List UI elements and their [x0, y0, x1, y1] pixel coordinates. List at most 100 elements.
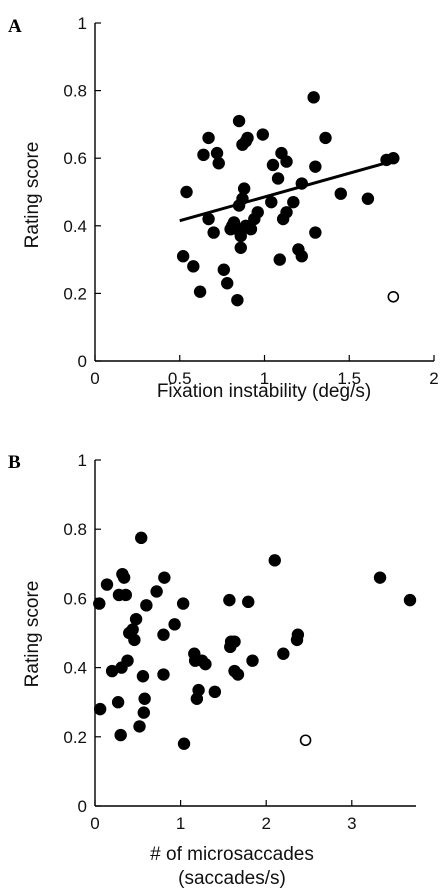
- outlier-point-a: [387, 290, 400, 303]
- data-point-a: [307, 91, 320, 104]
- data-point-a: [234, 229, 247, 243]
- x-tick-label-a: 0: [90, 369, 99, 388]
- data-point-b: [136, 670, 150, 683]
- data-point-a: [237, 182, 251, 195]
- data-point-a: [210, 146, 224, 160]
- data-point-b: [117, 571, 131, 584]
- data-point-a: [236, 192, 249, 205]
- y-axis-label-b: Rating score: [22, 581, 43, 688]
- data-point-b: [111, 696, 125, 709]
- y-tick-label-a: 0.4: [63, 217, 87, 236]
- x-axis-label-b-line1: # of microsaccades: [150, 844, 314, 865]
- data-point-b: [126, 623, 139, 636]
- data-point-b: [277, 647, 290, 660]
- y-tick-label-a: 0: [78, 352, 87, 371]
- panel-label-a: A: [8, 16, 22, 37]
- data-point-b: [158, 571, 171, 584]
- data-point-a: [295, 177, 308, 190]
- data-point-b: [168, 618, 181, 631]
- data-point-b: [223, 593, 236, 607]
- data-point-a: [244, 222, 258, 236]
- data-point-a: [207, 226, 220, 239]
- x-tick-label-b: 2: [261, 814, 270, 833]
- outlier-point-b: [299, 734, 312, 747]
- data-point-a: [309, 226, 322, 239]
- data-point-a: [187, 260, 200, 273]
- data-point-b: [291, 628, 305, 641]
- data-point-b: [177, 737, 191, 750]
- data-point-a: [202, 131, 215, 145]
- plot-area-a: 0 0.2 0.4 0.6 0.8 1 0 0.5 1 1.5 2: [63, 14, 438, 388]
- data-point-a: [280, 206, 293, 219]
- data-point-a: [212, 157, 225, 170]
- data-point-a: [266, 158, 280, 172]
- data-point-a: [273, 253, 286, 266]
- chart-panel-b: B Rating score # of microsaccades (sacca…: [8, 451, 417, 889]
- data-point-b: [208, 685, 222, 699]
- y-tick-label-b: 0.2: [63, 728, 87, 747]
- data-point-a: [256, 128, 270, 141]
- x-tick-label-a: 2: [429, 369, 438, 388]
- data-point-b: [140, 599, 153, 612]
- data-point-a: [221, 277, 234, 290]
- data-point-b: [129, 612, 143, 626]
- data-point-b: [128, 633, 141, 647]
- x-tick-label-a: 0.5: [168, 369, 192, 388]
- x-tick-label-b: 1: [176, 814, 185, 833]
- data-point-a: [217, 263, 231, 276]
- data-point-b: [268, 554, 281, 567]
- data-point-b: [150, 585, 163, 598]
- y-tick-label-a: 0.6: [63, 149, 87, 168]
- data-point-b: [93, 597, 106, 610]
- data-point-a: [193, 285, 207, 298]
- data-point-b: [242, 595, 255, 609]
- data-point-b: [231, 668, 245, 681]
- data-point-a: [234, 241, 247, 254]
- data-point-a: [202, 212, 215, 226]
- y-tick-label-b: 0.4: [63, 659, 87, 678]
- data-point-a: [295, 250, 308, 263]
- x-tick-label-a: 1.5: [337, 369, 361, 388]
- y-tick-label-b: 0.6: [63, 589, 87, 608]
- y-tick-label-b: 0.8: [63, 520, 87, 539]
- data-point-a: [319, 131, 332, 145]
- data-point-b: [246, 654, 259, 667]
- data-point-a: [241, 131, 254, 145]
- x-tick-label-a: 1: [260, 369, 269, 388]
- plot-area-b: 0 0.2 0.4 0.6 0.8 1 0 1 2 3: [63, 451, 417, 833]
- data-point-b: [105, 664, 119, 678]
- data-point-a: [309, 160, 322, 173]
- data-point-a: [197, 148, 210, 162]
- data-point-a: [176, 250, 190, 263]
- data-point-b: [100, 578, 114, 591]
- y-tick-label-a: 0.8: [63, 82, 87, 101]
- data-point-a: [361, 192, 375, 205]
- data-point-b: [157, 668, 170, 681]
- regression-line-a: [179, 158, 398, 223]
- data-point-b: [121, 654, 134, 667]
- x-axis-label-a: Fixation instability (deg/s): [157, 381, 371, 402]
- data-point-b: [157, 628, 170, 641]
- data-point-b: [93, 702, 107, 716]
- data-point-b: [133, 720, 146, 733]
- data-point-a: [231, 293, 244, 307]
- panel-label-b: B: [8, 452, 21, 473]
- data-point-b: [373, 571, 387, 584]
- y-tick-label-a: 1: [78, 14, 87, 33]
- data-point-b: [228, 635, 241, 648]
- data-point-a: [271, 172, 285, 185]
- data-point-a: [387, 152, 400, 165]
- data-point-b: [135, 531, 148, 545]
- data-point-a: [232, 114, 246, 128]
- data-point-b: [114, 728, 127, 742]
- data-point-a: [180, 185, 193, 199]
- x-tick-label-b: 0: [90, 814, 99, 833]
- data-point-a: [280, 155, 293, 168]
- data-point-b: [403, 593, 417, 607]
- y-tick-label-b: 1: [78, 451, 87, 470]
- data-point-b: [192, 683, 205, 697]
- x-axis-label-b-line2: (saccades/s): [178, 868, 286, 889]
- data-point-b: [138, 692, 151, 705]
- data-point-a: [287, 195, 300, 209]
